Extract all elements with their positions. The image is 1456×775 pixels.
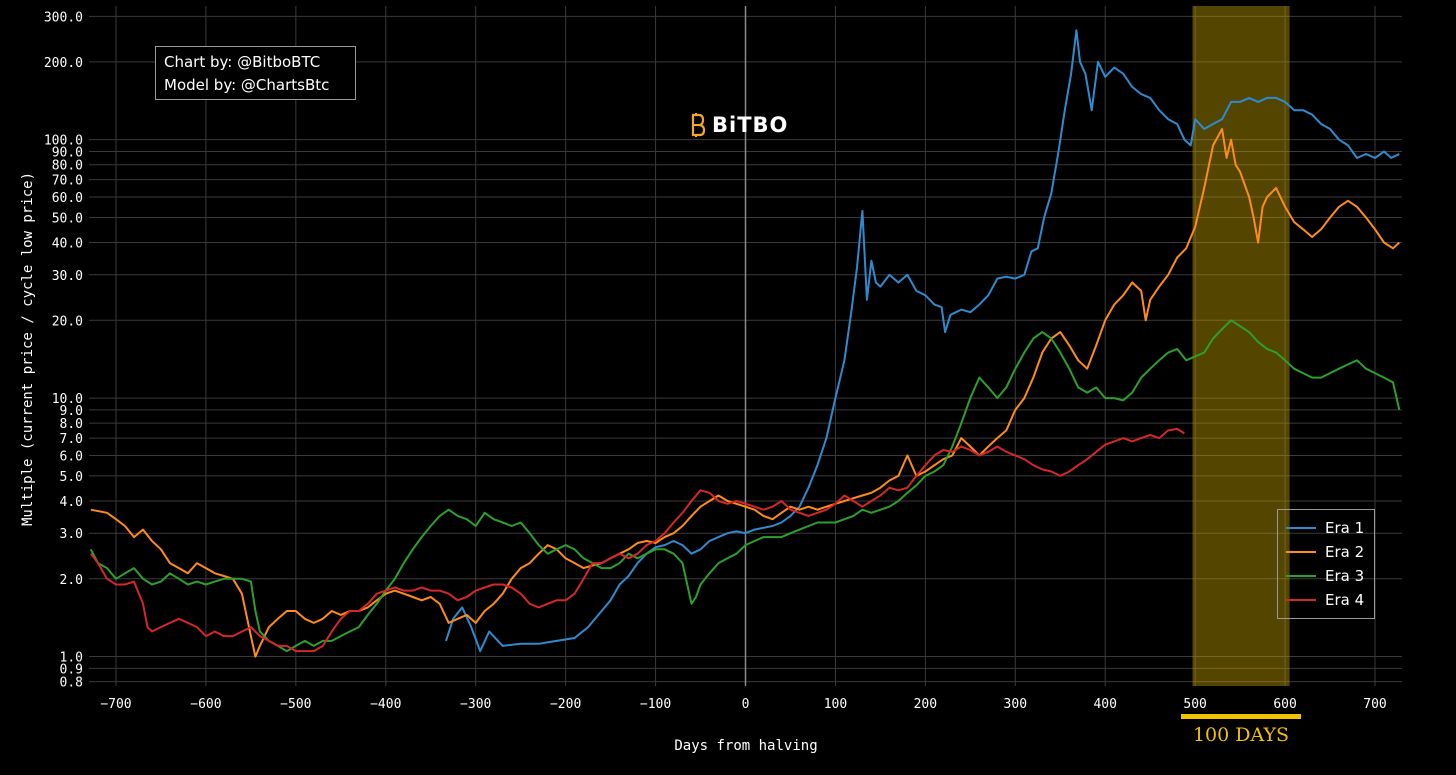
bitcoin-b-icon — [691, 113, 706, 137]
legend-label-era-2: Era 2 — [1325, 543, 1365, 561]
x-tick-label: 100 — [824, 697, 847, 712]
y-tick-label: 6.0 — [60, 449, 83, 464]
x-tick-label: −500 — [280, 697, 311, 712]
legend-swatch-era-2 — [1286, 551, 1316, 553]
y-tick-label: 300.0 — [44, 10, 83, 25]
x-tick-label: −300 — [460, 697, 491, 712]
x-tick-label: −600 — [190, 697, 221, 712]
y-tick-label: 1.0 — [60, 651, 83, 666]
x-tick-label: 300 — [1004, 697, 1027, 712]
x-tick-label: −400 — [370, 697, 401, 712]
series-line-era-3 — [89, 319, 1401, 653]
y-tick-label: 3.0 — [60, 527, 83, 542]
series-line-era-1 — [445, 29, 1400, 653]
y-tick-label: 90.0 — [52, 145, 83, 160]
y-tick-label: 2.0 — [60, 573, 83, 588]
series-line-era-4 — [90, 427, 1185, 653]
y-tick-label: 7.0 — [60, 432, 83, 447]
x-tick-label: 0 — [742, 697, 750, 712]
legend: Era 1 Era 2 Era 3 Era 4 — [1277, 509, 1375, 619]
legend-swatch-era-3 — [1286, 575, 1316, 577]
y-tick-label: 100.0 — [44, 134, 83, 149]
legend-item-era-3[interactable]: Era 3 — [1286, 564, 1374, 588]
x-tick-label: 500 — [1183, 697, 1206, 712]
highlight-rect — [1192, 6, 1290, 686]
highlight-bar — [1181, 714, 1301, 719]
tick-labels: 0.80.91.0 2.0 3.0 4.0 5.0 6.0 7.08.09.010.0 20.… — [44, 10, 1387, 712]
legend-swatch-era-4 — [1286, 599, 1316, 601]
y-tick-label: 10.0 — [52, 392, 83, 407]
y-axis-label: Multiple (current price / cycle low pric… — [20, 172, 36, 526]
legend-swatch-era-1 — [1286, 527, 1316, 529]
x-tick-label: 600 — [1273, 697, 1296, 712]
x-tick-label: 400 — [1093, 697, 1116, 712]
credits-chart-by: Chart by: @BitboBTC — [164, 53, 321, 71]
series-line-era-2 — [90, 128, 1400, 658]
credits-model-by: Model by: @ChartsBtc — [164, 76, 330, 94]
x-tick-label: 700 — [1363, 697, 1386, 712]
y-tick-label: 80.0 — [52, 159, 83, 174]
y-tick-label: 0.8 — [60, 676, 83, 691]
legend-label-era-4: Era 4 — [1325, 591, 1365, 609]
x-axis-label: Days from halving — [674, 738, 817, 754]
legend-label-era-1: Era 1 — [1325, 519, 1365, 537]
series-lines — [89, 29, 1401, 658]
y-tick-label: 4.0 — [60, 495, 83, 510]
legend-item-era-4[interactable]: Era 4 — [1286, 588, 1374, 612]
y-tick-label: 60.0 — [52, 191, 83, 206]
legend-item-era-2[interactable]: Era 2 — [1286, 540, 1374, 564]
x-tick-label: −700 — [100, 697, 131, 712]
y-tick-label: 50.0 — [52, 211, 83, 226]
y-tick-label: 8.0 — [60, 417, 83, 432]
y-tick-label: 30.0 — [52, 269, 83, 284]
y-tick-label: 200.0 — [44, 56, 83, 71]
y-tick-label: 20.0 — [52, 314, 83, 329]
y-tick-label: 0.9 — [60, 662, 83, 677]
x-tick-label: −100 — [640, 697, 671, 712]
y-tick-label: 70.0 — [52, 174, 83, 189]
legend-label-era-3: Era 3 — [1325, 567, 1365, 585]
y-tick-label: 5.0 — [60, 470, 83, 485]
y-tick-label: 40.0 — [52, 237, 83, 252]
highlight-region — [1192, 6, 1290, 686]
logo-text: BiTBO — [712, 113, 789, 137]
y-tick-label: 9.0 — [60, 404, 83, 419]
bitbo-logo: BiTBO — [690, 110, 788, 140]
x-tick-label: −200 — [550, 697, 581, 712]
highlight-label: 100 DAYS — [1192, 724, 1290, 746]
legend-item-era-1[interactable]: Era 1 — [1286, 516, 1374, 540]
x-tick-label: 200 — [914, 697, 937, 712]
credits-box: Chart by: @BitboBTC Model by: @ChartsBtc — [155, 46, 356, 100]
